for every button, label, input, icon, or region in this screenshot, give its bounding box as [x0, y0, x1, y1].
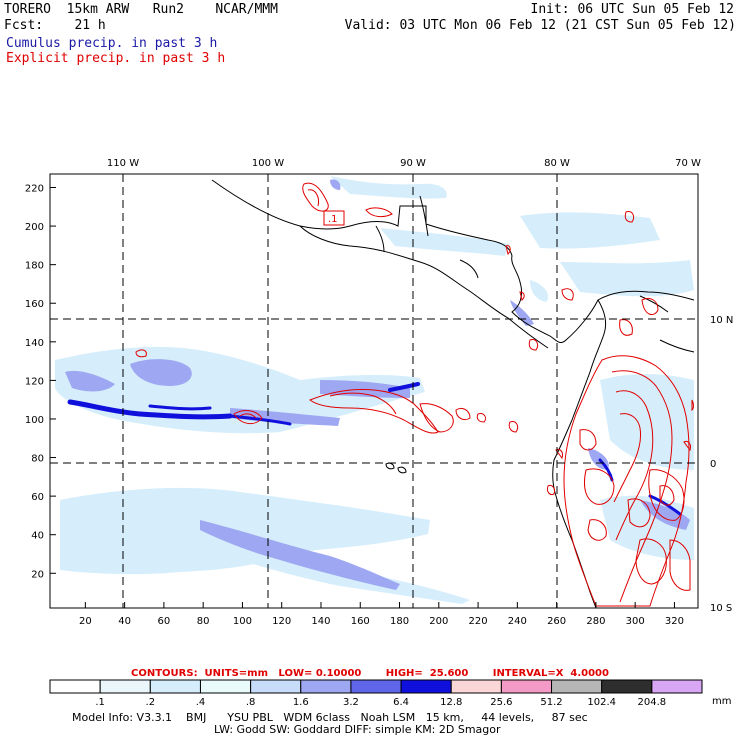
y-tick-label: 60 [31, 492, 44, 503]
colorbar-swatches [49, 679, 703, 694]
model-title: TORERO 15km ARW Run2 NCAR/MMM [4, 2, 278, 17]
y-tick-label: 120 [25, 376, 44, 387]
x-tick-label: 220 [469, 616, 488, 627]
map-frame [49, 173, 699, 609]
longitude-label: 90 W [400, 158, 426, 169]
x-tick-label: 200 [429, 616, 448, 627]
colorbar-swatch [199, 679, 252, 694]
colorbar-swatch [400, 679, 452, 694]
colorbar-value: 6.4 [393, 697, 409, 708]
x-tick-label: 160 [351, 616, 370, 627]
longitude-label: 100 W [252, 158, 284, 169]
explicit-legend: Explicit precip. in past 3 h [6, 51, 226, 66]
colorbar-swatch [551, 679, 603, 694]
latitude-labels: 10 N 0 10 S [710, 315, 733, 614]
colorbar-value: .4 [196, 697, 206, 708]
colorbar-value: 12.8 [440, 697, 462, 708]
x-tick-label: 80 [197, 616, 210, 627]
longitude-label: 110 W [107, 158, 139, 169]
colorbar-value: 204.8 [638, 697, 667, 708]
contour-label-box [323, 210, 345, 226]
forecast-hour: Fcst: 21 h [4, 18, 106, 33]
longitude-labels: 110 W 100 W 90 W 80 W 70 W [107, 158, 701, 169]
colorbar-swatch [350, 679, 402, 694]
x-tick-label: 280 [586, 616, 605, 627]
longitude-label: 80 W [544, 158, 570, 169]
valid-time: Valid: 03 UTC Mon 06 Feb 12 (21 CST Sun … [344, 18, 736, 33]
y-axis-ticks: 220 200 180 160 140 120 100 80 60 40 20 [25, 184, 56, 580]
x-tick-label: 320 [665, 616, 684, 627]
colorbar-value: .1 [95, 697, 105, 708]
latitude-label: 0 [710, 459, 716, 470]
colorbar-labels: .1 .2 .4 .8 1.6 3.2 6.4 12.8 25.6 51.2 102.4 204.8 [95, 697, 666, 708]
colorbar-swatch [601, 679, 653, 694]
cumulus-legend: Cumulus precip. in past 3 h [6, 36, 218, 51]
latitude-label: 10 S [710, 603, 732, 614]
colorbar-value: 3.2 [343, 697, 359, 708]
y-tick-label: 20 [31, 569, 44, 580]
init-time: Init: 06 UTC Sun 05 Feb 12 [530, 2, 735, 17]
model-info-line1: Model Info: V3.3.1 BMJ YSU PBL WDM 6clas… [72, 711, 588, 724]
latitude-label: 10 N [710, 315, 733, 326]
precip-field: .1 [50, 174, 698, 608]
x-tick-label: 240 [508, 616, 527, 627]
colorbar-swatch [99, 679, 151, 694]
y-tick-label: 200 [25, 222, 44, 233]
x-tick-label: 260 [547, 616, 566, 627]
lat-lon-grid [50, 174, 698, 608]
y-tick-label: 140 [25, 338, 44, 349]
y-tick-label: 160 [25, 299, 44, 310]
x-tick-label: 20 [79, 616, 92, 627]
colorbar-value: .2 [146, 697, 156, 708]
colorbar-value: .8 [246, 697, 256, 708]
x-tick-label: 100 [233, 616, 252, 627]
colorbar-value: 102.4 [587, 697, 616, 708]
colorbar-swatch [49, 679, 101, 694]
x-tick-label: 120 [272, 616, 291, 627]
colorbar-swatch [149, 679, 201, 694]
x-tick-label: 60 [158, 616, 171, 627]
colorbar: .1.2.4.8 1.6 3.2 6.4 12.8 25.6 51.2 102.4 204.8 … [49, 679, 731, 708]
x-tick-label: 40 [118, 616, 131, 627]
colorbar-swatch [300, 679, 352, 694]
x-tick-label: 300 [626, 616, 645, 627]
y-tick-label: 220 [25, 184, 44, 195]
y-tick-label: 100 [25, 415, 44, 426]
contours-info: CONTOURS: UNITS=mm LOW= 0.10000 HIGH= 25… [131, 668, 609, 679]
explicit-precip-contours [135, 182, 694, 607]
model-info-line2: LW: Godd SW: Goddard DIFF: simple KM: 2D… [214, 723, 501, 736]
x-tick-label: 180 [390, 616, 409, 627]
colorbar-swatch [500, 679, 553, 694]
colorbar-swatch [250, 679, 302, 694]
colorbar-value: 1.6 [293, 697, 309, 708]
x-axis-ticks: 20 40 60 80 100 120 140 160 180 200 220 240 260 280 30… [79, 602, 684, 627]
colorbar-value: 51.2 [540, 697, 562, 708]
y-tick-label: 80 [31, 454, 44, 465]
colorbar-swatch [450, 679, 502, 694]
y-tick-label: 180 [25, 261, 44, 272]
colorbar-swatch [651, 679, 703, 694]
contour-label: .1 [328, 214, 338, 225]
colorbar-unit: mm [712, 696, 731, 707]
longitude-label: 70 W [675, 158, 701, 169]
colorbar-value: 25.6 [490, 697, 512, 708]
x-tick-label: 140 [311, 616, 330, 627]
y-tick-label: 40 [31, 531, 44, 542]
